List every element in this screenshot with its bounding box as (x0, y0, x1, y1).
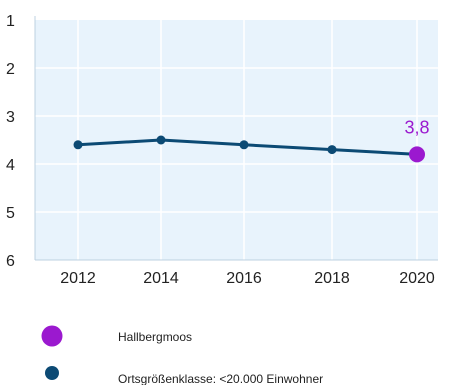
legend-marker (41, 325, 63, 347)
y-tick-label: 6 (6, 253, 15, 270)
y-tick-label: 3 (6, 109, 15, 126)
series-layer (73, 135, 422, 159)
highlight-value-label: 3,8 (404, 117, 429, 137)
y-tick-label: 4 (6, 157, 15, 174)
legend-label: Hallbergmoos (118, 330, 192, 344)
x-tick-label: 2020 (399, 270, 435, 287)
y-tick-label: 1 (6, 13, 15, 30)
x-tick-label: 2016 (226, 270, 262, 287)
legend-label: Ortsgrößenklasse: <20.000 Einwohner (118, 372, 323, 385)
highlight-point (409, 146, 425, 163)
highlight-layer: 3,8 (404, 117, 430, 163)
legend-marker (45, 366, 59, 380)
x-tick-label: 2012 (60, 270, 96, 287)
x-tick-label: 2014 (143, 270, 179, 287)
series-point (73, 140, 83, 150)
legend: Hallbergmoos Ortsgrößenklasse: <20.000 Ei… (41, 325, 323, 385)
series-point (156, 135, 166, 145)
y-axis-ticks: 1 2 3 4 5 6 (6, 13, 15, 270)
y-tick-label: 5 (6, 205, 15, 222)
y-tick-label: 2 (6, 61, 15, 78)
series-point (239, 140, 249, 150)
series-point (327, 145, 337, 155)
x-tick-label: 2018 (314, 270, 350, 287)
plot-area (35, 20, 438, 260)
x-axis-ticks: 2012 2014 2016 2018 2020 (60, 270, 435, 287)
